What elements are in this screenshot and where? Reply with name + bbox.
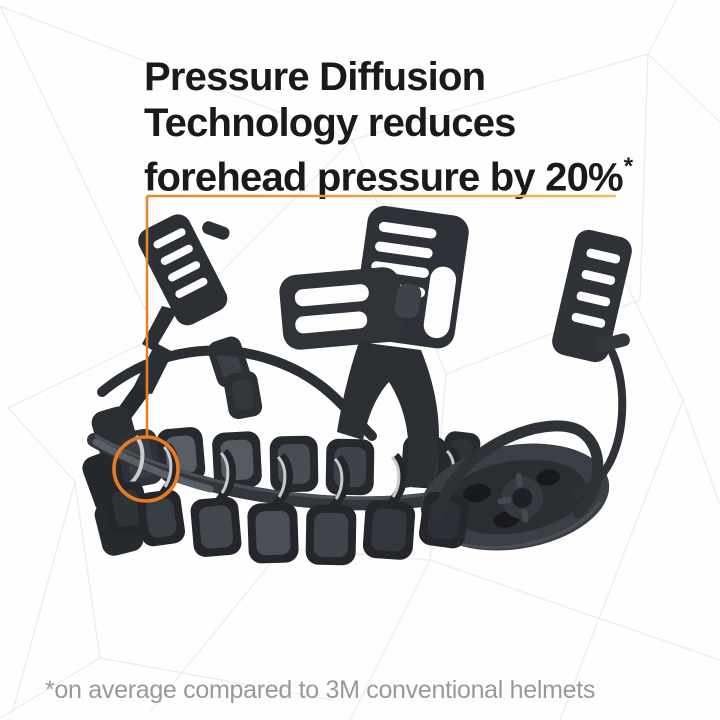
headline-line-3: forehead pressure by 20%	[144, 155, 624, 200]
headline-line-2: Technology reduces	[144, 101, 516, 145]
headline-line-1: Pressure Diffusion	[144, 55, 486, 99]
right-rear-strap-arm	[552, 229, 632, 498]
callout-circle	[112, 435, 180, 503]
footnote: *on average compared to 3M conventional …	[45, 676, 596, 704]
headline-asterisk: *	[623, 153, 633, 180]
front-adjustment-straps	[279, 205, 469, 488]
headline: Pressure Diffusion Technology reduces fo…	[144, 54, 684, 200]
front-strap-arch	[337, 342, 439, 488]
